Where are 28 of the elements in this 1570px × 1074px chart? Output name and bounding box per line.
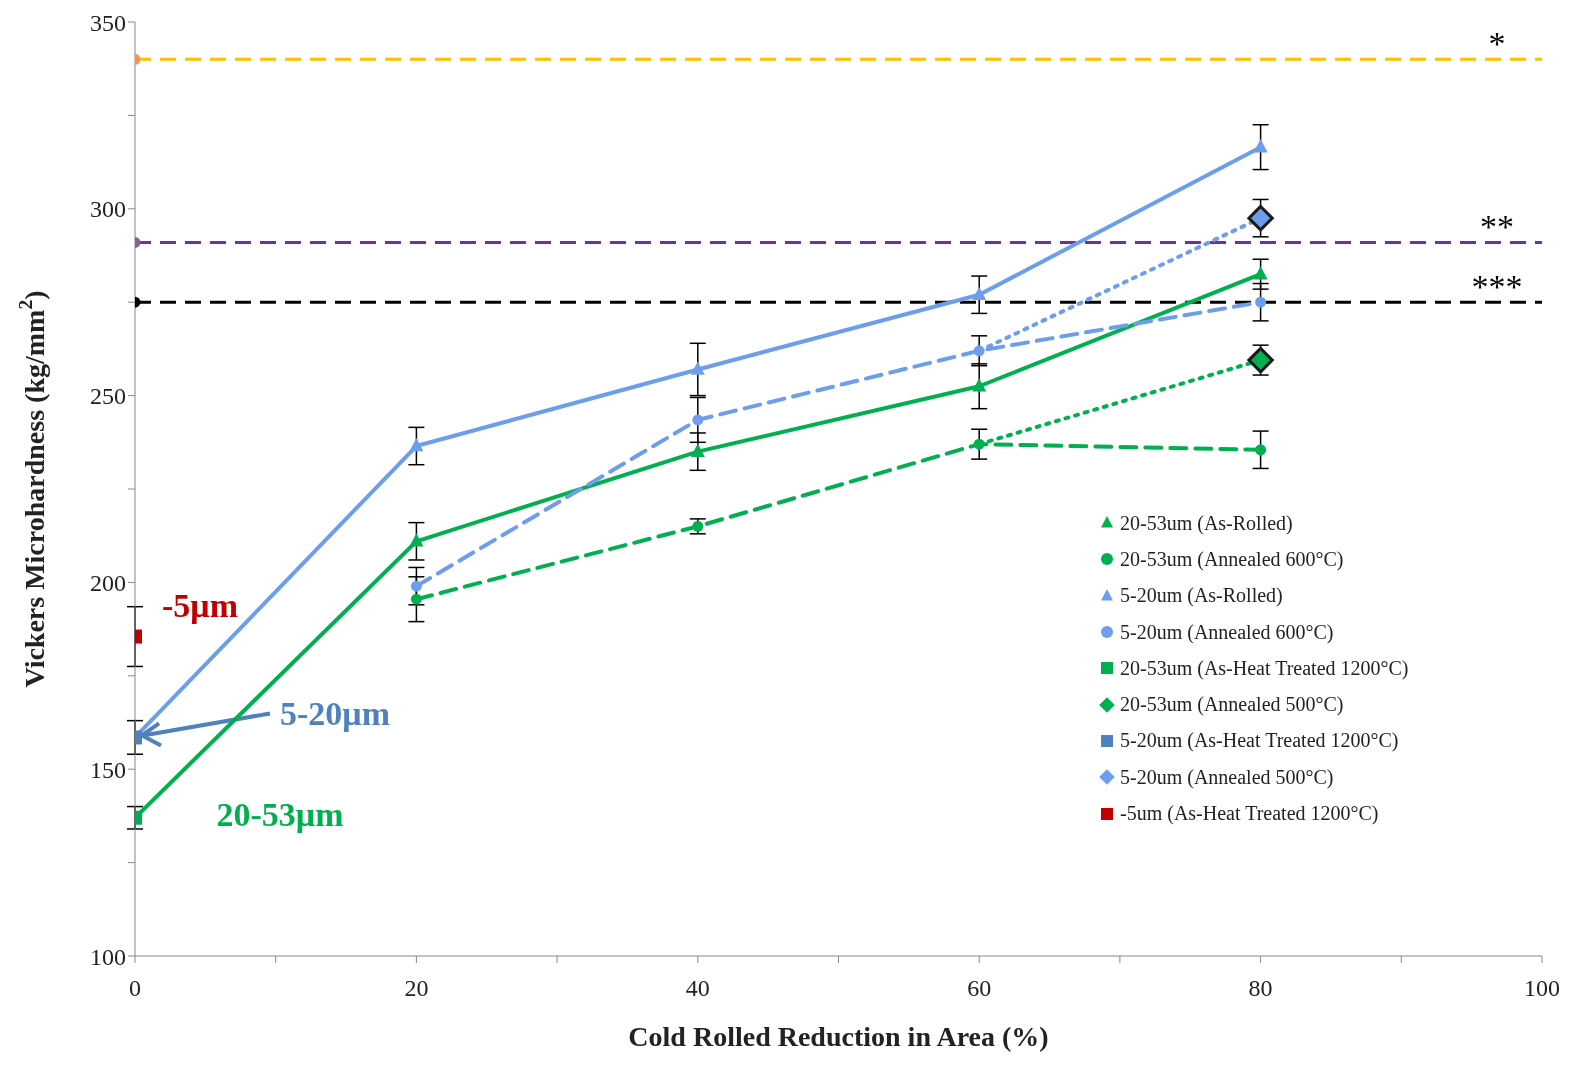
legend-label: 5-20um (As-Heat Treated 1200°C) [1120,729,1399,753]
legend-label: 20-53um (As-Heat Treated 1200°C) [1120,656,1409,680]
x-tick-label: 40 [685,975,710,1002]
legend-label: 5-20um (Annealed 500°C) [1120,765,1334,789]
x-axis-title: Cold Rolled Reduction in Area (%) [628,1021,1049,1052]
annotation: -5μm [162,586,238,624]
annotation: 5-20μm [280,695,390,733]
y-tick-label: 300 [90,196,126,223]
y-tick-label: 100 [90,943,126,970]
y-tick-label: 350 [90,9,126,36]
x-tick-label: 100 [1524,975,1560,1002]
legend-label: 20-53um (Annealed 500°C) [1120,693,1344,717]
ref-line-label: ** [1480,208,1514,246]
ref-line-label: * [1488,25,1506,63]
x-tick-label: 80 [1248,975,1273,1002]
y-tick-label: 250 [90,383,126,410]
legend-label: 5-20um (As-Rolled) [1120,584,1283,608]
x-tick-label: 20 [404,975,429,1002]
legend-label: -5um (As-Heat Treated 1200°C) [1120,802,1379,826]
annotation: 20-53μm [216,795,344,833]
ref-line-label: *** [1471,268,1523,306]
legend-label: 20-53um (Annealed 600°C) [1120,547,1344,571]
legend-label: 20-53um (As-Rolled) [1120,511,1293,535]
legend-label: 5-20um (Annealed 600°C) [1120,620,1334,644]
x-tick-label: 60 [967,975,992,1002]
y-tick-label: 150 [90,756,126,783]
y-tick-label: 200 [90,569,126,596]
x-tick-label: 0 [129,975,141,1002]
